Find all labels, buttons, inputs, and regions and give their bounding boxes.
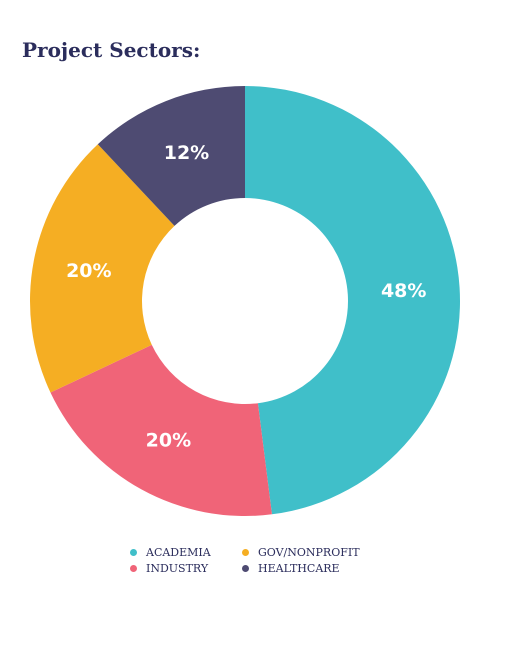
legend-item-gov-nonprofit: GOV/NONPROFIT <box>242 546 382 559</box>
legend-swatch-industry <box>130 565 137 572</box>
legend-label-academia: ACADEMIA <box>146 546 211 559</box>
legend-label-healthcare: HEALTHCARE <box>258 562 340 575</box>
slice-label-gov-nonprofit: 20% <box>66 260 111 282</box>
legend-item-healthcare: HEALTHCARE <box>242 562 382 575</box>
legend-label-gov-nonprofit: GOV/NONPROFIT <box>258 546 360 559</box>
donut-slice-gov-nonprofit <box>30 144 175 393</box>
chart-legend: ACADEMIA GOV/NONPROFIT INDUSTRY HEALTHCA… <box>130 546 382 575</box>
donut-slice-healthcare <box>97 86 245 226</box>
donut-slice-academia <box>245 86 461 515</box>
legend-label-industry: INDUSTRY <box>146 562 209 575</box>
slice-label-academia: 48% <box>381 280 426 302</box>
legend-swatch-gov-nonprofit <box>242 549 249 556</box>
chart-title: Project Sectors: <box>22 38 201 62</box>
donut-slice-industry <box>50 344 272 516</box>
legend-item-academia: ACADEMIA <box>130 546 242 559</box>
legend-swatch-healthcare <box>242 565 249 572</box>
slice-label-industry: 20% <box>146 429 191 451</box>
slice-label-healthcare: 12% <box>164 142 209 164</box>
legend-item-industry: INDUSTRY <box>130 562 242 575</box>
legend-swatch-academia <box>130 549 137 556</box>
